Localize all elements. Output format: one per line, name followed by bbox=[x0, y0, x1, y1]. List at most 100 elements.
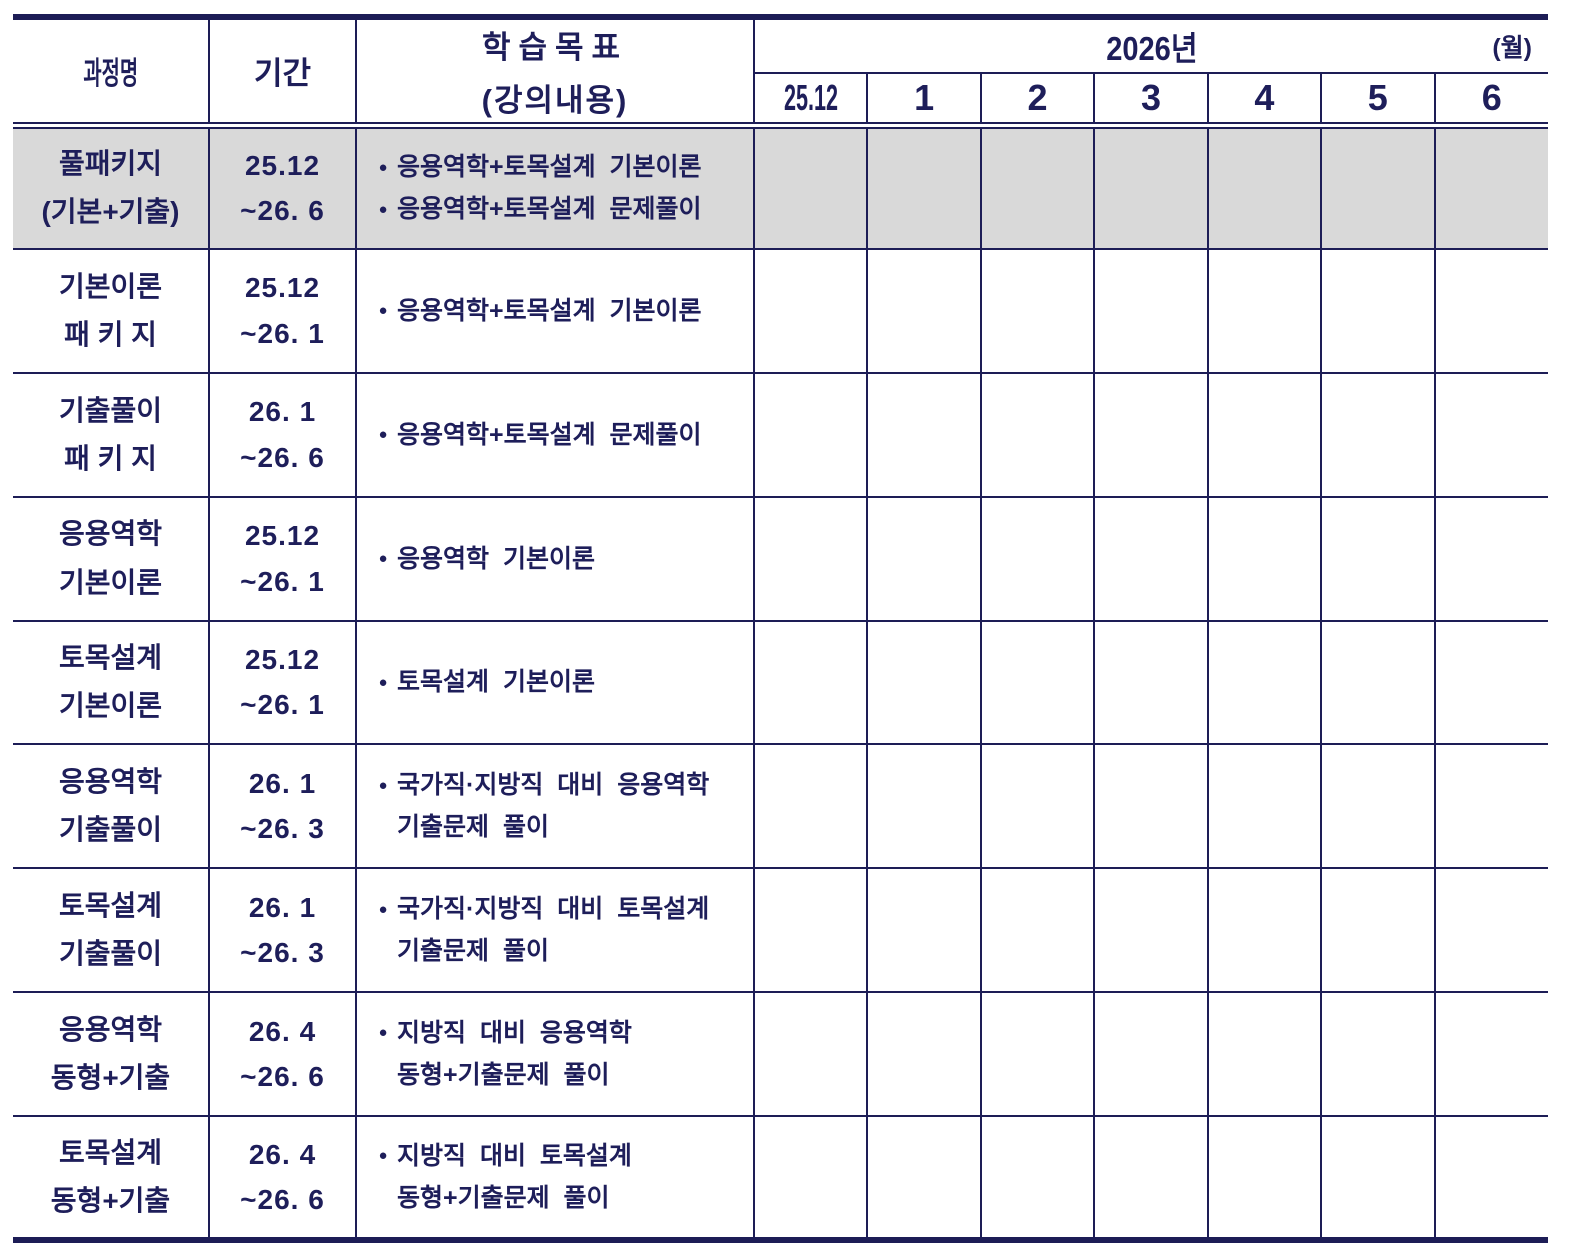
month-col-2: 2 bbox=[979, 72, 1096, 129]
period-cell: 25.12 ~26. 1 bbox=[208, 619, 357, 746]
month-cell bbox=[866, 619, 982, 746]
table-row: 기출풀이 패 키 지 26. 1 ~26. 6 ● 응용역학+토목설계 문제풀이 bbox=[13, 371, 1548, 498]
month-col-1: 1 bbox=[866, 72, 982, 129]
month-cell bbox=[1206, 743, 1323, 870]
course-name-cell: 풀패키지 (기본+기출) bbox=[13, 124, 210, 250]
month-cell bbox=[1206, 619, 1323, 746]
month-cell bbox=[866, 991, 982, 1117]
month-cell bbox=[752, 495, 869, 622]
period-cell: 26. 1 ~26. 6 bbox=[208, 371, 357, 498]
month-unit-label: (월) bbox=[1492, 34, 1532, 62]
month-cell bbox=[866, 247, 982, 374]
header-period: 기간 bbox=[208, 17, 357, 129]
month-cell bbox=[1433, 495, 1548, 622]
month-cell bbox=[1093, 867, 1209, 994]
bullet-icon: ● bbox=[378, 200, 388, 218]
header-goal: 학습목표 (강의내용) bbox=[355, 17, 755, 129]
months-header-row: 25.12 1 2 3 4 5 6 bbox=[13, 72, 1548, 129]
month-cell bbox=[1433, 124, 1548, 250]
month-cell bbox=[1093, 371, 1209, 498]
period-cell: 26. 1 ~26. 3 bbox=[208, 867, 357, 994]
goal-cell: ● 토목설계 기본이론 bbox=[355, 619, 755, 746]
month-cell bbox=[979, 1115, 1096, 1241]
month-cell bbox=[1093, 124, 1209, 250]
month-cell bbox=[979, 867, 1096, 994]
month-cell bbox=[979, 619, 1096, 746]
month-cell bbox=[866, 1115, 982, 1241]
month-cell bbox=[1320, 1115, 1436, 1241]
month-cell bbox=[979, 743, 1096, 870]
month-cell bbox=[752, 1115, 869, 1241]
month-cell bbox=[1093, 495, 1209, 622]
month-cell bbox=[1433, 991, 1548, 1117]
goal-cell: ● 응용역학+토목설계 기본이론 bbox=[355, 247, 755, 374]
period-cell: 25.12 ~26. 6 bbox=[208, 124, 357, 250]
header-row-top: 과정명 기간 학습목표 (강의내용) 2026년 (월) bbox=[13, 17, 1548, 129]
course-name-cell: 응용역학 동형+기출 bbox=[13, 991, 210, 1117]
goal-cell: ● 응용역학+토목설계 기본이론 ● 응용역학+토목설계 문제풀이 bbox=[355, 124, 755, 250]
month-cell bbox=[1320, 247, 1436, 374]
month-cell bbox=[979, 371, 1096, 498]
table-row: 토목설계 기본이론 25.12 ~26. 1 ● 토목설계 기본이론 bbox=[13, 619, 1548, 746]
month-col-5: 5 bbox=[1320, 72, 1436, 129]
month-cell bbox=[1093, 247, 1209, 374]
month-cell bbox=[1433, 247, 1548, 374]
period-cell: 25.12 ~26. 1 bbox=[208, 247, 357, 374]
month-cell bbox=[1206, 124, 1323, 250]
bullet-icon: ● bbox=[378, 549, 388, 567]
bullet-icon: ● bbox=[378, 302, 388, 320]
month-cell bbox=[752, 619, 869, 746]
table-row: 응용역학 기본이론 25.12 ~26. 1 ● 응용역학 기본이론 bbox=[13, 495, 1548, 622]
month-cell bbox=[866, 867, 982, 994]
header-goal-line2: (강의내용) bbox=[481, 82, 629, 118]
table-row: 풀패키지 (기본+기출) 25.12 ~26. 6 ● 응용역학+토목설계 기본이론 ● 응용… bbox=[13, 124, 1548, 250]
month-cell bbox=[1320, 991, 1436, 1117]
month-cell bbox=[752, 124, 869, 250]
bullet-icon: ● bbox=[378, 673, 388, 691]
period-cell: 25.12 ~26. 1 bbox=[208, 495, 357, 622]
month-cell bbox=[1320, 371, 1436, 498]
goal-cell: ● 응용역학 기본이론 bbox=[355, 495, 755, 622]
month-cell bbox=[752, 867, 869, 994]
course-name-cell: 토목설계 기출풀이 bbox=[13, 867, 210, 994]
month-cell bbox=[752, 991, 869, 1117]
month-cell bbox=[1206, 1115, 1323, 1241]
schedule-body: 풀패키지 (기본+기출) 25.12 ~26. 6 ● 응용역학+토목설계 기본이론 ● 응용… bbox=[13, 124, 1548, 1241]
course-name-cell: 기본이론 패 키 지 bbox=[13, 247, 210, 374]
month-cell bbox=[1206, 495, 1323, 622]
month-cell bbox=[1320, 743, 1436, 870]
month-cell bbox=[1093, 743, 1209, 870]
bullet-icon: ● bbox=[378, 426, 388, 444]
month-cell bbox=[1433, 371, 1548, 498]
month-cell bbox=[752, 371, 869, 498]
goal-cell: ●국가직·지방직 대비 응용역학●기출문제 풀이 bbox=[355, 743, 755, 870]
bullet-icon: ● bbox=[378, 900, 388, 918]
month-cell bbox=[866, 124, 982, 250]
month-cell bbox=[1433, 743, 1548, 870]
month-cell bbox=[1093, 1115, 1209, 1241]
month-cell bbox=[1320, 124, 1436, 250]
course-schedule-table: 과정명 기간 학습목표 (강의내용) 2026년 (월) 25.12 1 2 3 bbox=[13, 14, 1548, 1243]
month-cell bbox=[1206, 247, 1323, 374]
month-col-25-12: 25.12 bbox=[754, 72, 869, 129]
month-cell bbox=[979, 124, 1096, 250]
month-cell bbox=[1093, 991, 1209, 1117]
month-cell bbox=[866, 495, 982, 622]
bullet-icon: ● bbox=[378, 776, 388, 794]
month-cell bbox=[1433, 1115, 1548, 1241]
month-cell bbox=[1433, 867, 1548, 994]
bullet-icon: ● bbox=[378, 158, 388, 176]
month-cell bbox=[1320, 867, 1436, 994]
month-cell bbox=[1320, 495, 1436, 622]
header-course-label: 과정명 bbox=[83, 56, 138, 92]
period-cell: 26. 4 ~26. 6 bbox=[208, 991, 357, 1117]
year-label: 2026년 bbox=[1105, 30, 1198, 67]
month-col-6: 6 bbox=[1433, 72, 1548, 129]
month-cell bbox=[1320, 619, 1436, 746]
goal-cell: ● 응용역학+토목설계 문제풀이 bbox=[355, 371, 755, 498]
